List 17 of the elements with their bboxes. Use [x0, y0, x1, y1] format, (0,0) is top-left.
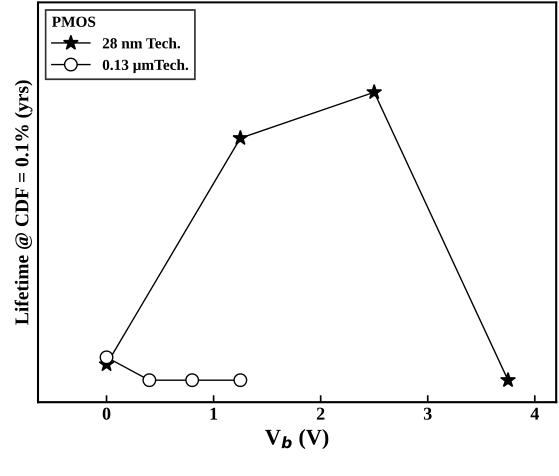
x-tick-label: 0 [102, 408, 110, 420]
legend-label: 28 nm Tech. [102, 38, 180, 49]
y-axis-title: Lifetime @ CDF = 0.1% (yrs) [14, 80, 32, 325]
legend-label: 0.13 μmTech. [102, 59, 188, 74]
x-tick-label: 3 [424, 408, 432, 420]
x-axis-title: V$_{b}$ (V) [265, 429, 328, 450]
x-tick-label: 4 [530, 408, 539, 420]
point [366, 84, 382, 100]
x-tick-label: 2 [316, 408, 324, 420]
point [233, 373, 248, 388]
point [142, 373, 156, 388]
point [500, 372, 516, 388]
point [185, 373, 200, 388]
point [232, 130, 248, 146]
point [100, 350, 114, 364]
legend-title: PMOS [52, 16, 96, 27]
x-tick-label: 1 [210, 408, 218, 420]
